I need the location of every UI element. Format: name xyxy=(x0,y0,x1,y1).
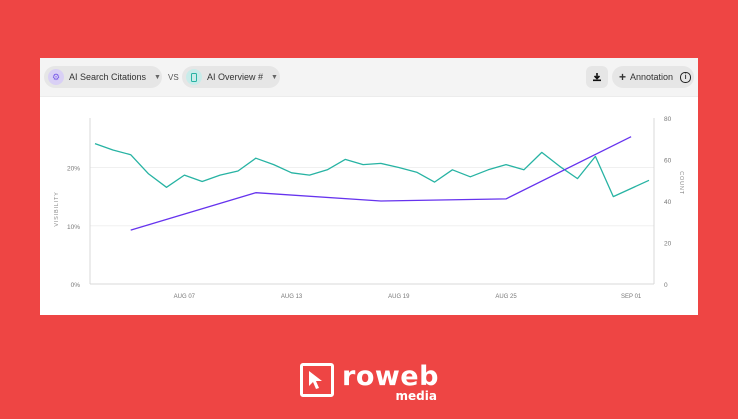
metric-b-selector[interactable]: AI Overview # ▼ xyxy=(182,66,280,88)
metric-b-label: AI Overview # xyxy=(207,72,264,82)
y-left-tick-label: 10% xyxy=(67,224,80,231)
info-icon[interactable]: i xyxy=(680,71,692,83)
x-tick-label: AUG 19 xyxy=(388,294,410,300)
chart-toolbar: ⚙ AI Search Citations ▼ VS AI Overview #… xyxy=(40,58,698,97)
chart-plot: 0% 10% 20% 0 20 40 60 80 VISIBILITY COUNT AUG 07 AU… xyxy=(54,116,684,300)
y-right-tick-label: 80 xyxy=(664,116,672,123)
chevron-down-icon: ▼ xyxy=(271,73,278,81)
x-tick-label: AUG 25 xyxy=(495,294,517,300)
y-right-axis-title: COUNT xyxy=(678,171,684,195)
series-group xyxy=(94,136,650,231)
smartphone-icon xyxy=(186,69,202,85)
gear-circle-icon: ⚙ xyxy=(48,69,64,85)
grid xyxy=(90,167,654,227)
metric-a-label: AI Search Citations xyxy=(69,72,147,82)
count-series-line xyxy=(130,136,632,231)
chevron-down-icon: ▼ xyxy=(154,73,161,81)
y-left-axis-title: VISIBILITY xyxy=(54,191,60,226)
y-right-tick-label: 0 xyxy=(664,282,668,289)
y-left-tick-label: 20% xyxy=(67,166,80,173)
metric-a-selector[interactable]: ⚙ AI Search Citations ▼ xyxy=(44,66,162,88)
download-button[interactable] xyxy=(586,66,608,88)
y-right-tick-label: 20 xyxy=(664,241,672,248)
x-tick-label: AUG 13 xyxy=(281,294,303,300)
annotation-button[interactable]: + Annotation i xyxy=(612,66,694,88)
logo-cursor-icon xyxy=(300,363,334,397)
y-left-tick-label: 0% xyxy=(71,282,81,289)
roweb-logo: roweb media xyxy=(300,361,439,403)
y-right-tick-label: 60 xyxy=(664,158,672,165)
brand-sub: media xyxy=(395,389,437,403)
download-icon xyxy=(593,73,601,82)
x-tick-label: SEP 01 xyxy=(621,294,642,300)
vs-label: VS xyxy=(168,73,179,82)
plus-icon: + xyxy=(619,70,627,84)
y-right-tick-label: 40 xyxy=(664,199,672,206)
axes xyxy=(89,118,655,285)
annotation-label: Annotation xyxy=(630,72,674,82)
visibility-series-line xyxy=(94,142,650,198)
brand-name: roweb xyxy=(342,361,439,392)
chart-card: ⚙ AI Search Citations ▼ VS AI Overview #… xyxy=(40,58,698,315)
x-tick-label: AUG 07 xyxy=(174,294,196,300)
tick-labels: 0% 10% 20% 0 20 40 60 80 VISIBILITY COUNT AUG 07 AU… xyxy=(54,116,684,300)
